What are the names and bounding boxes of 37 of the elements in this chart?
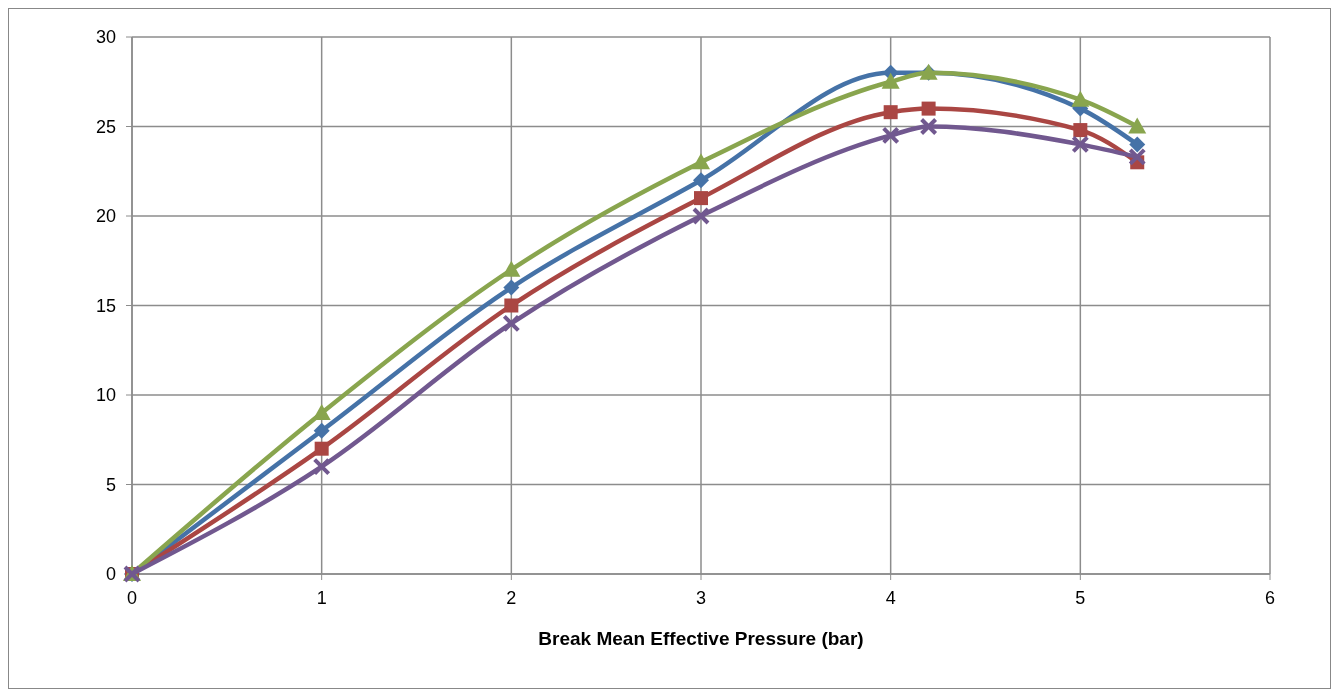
point (919, 117, 938, 136)
y-tick-label: 25 (95, 116, 116, 137)
point (504, 298, 519, 313)
point (921, 101, 936, 116)
x-tick-label: 2 (506, 588, 517, 608)
x-tick-label: 4 (885, 588, 896, 608)
x-axis-title: Break Mean Effective Pressure (bar) (538, 628, 864, 649)
y-tick-label: 20 (95, 206, 116, 226)
point (692, 207, 710, 225)
point (1129, 136, 1146, 153)
y-tick-label: 10 (95, 385, 116, 405)
y-tick-label: 0 (105, 564, 116, 584)
point (881, 72, 900, 89)
point (693, 172, 709, 189)
point (1128, 117, 1147, 134)
x-tick-label: 0 (126, 588, 138, 608)
x-tick-label: 5 (1075, 588, 1086, 608)
point (1128, 147, 1147, 166)
point (502, 260, 521, 277)
point (692, 153, 710, 170)
point (312, 457, 331, 476)
y-tick-label: 5 (105, 474, 116, 495)
point (694, 191, 708, 206)
point (883, 105, 898, 120)
point (1073, 123, 1088, 138)
x-tick-label: 6 (1264, 588, 1276, 608)
point (881, 126, 900, 145)
y-tick-label: 30 (95, 27, 116, 47)
point (502, 314, 521, 333)
x-tick-label: 1 (316, 588, 327, 608)
point (314, 441, 329, 456)
point (1071, 135, 1090, 154)
point (1071, 90, 1090, 107)
point (313, 422, 330, 439)
point (503, 279, 520, 296)
y-tick-label: 15 (95, 295, 116, 316)
x-tick-label: 3 (695, 588, 707, 608)
